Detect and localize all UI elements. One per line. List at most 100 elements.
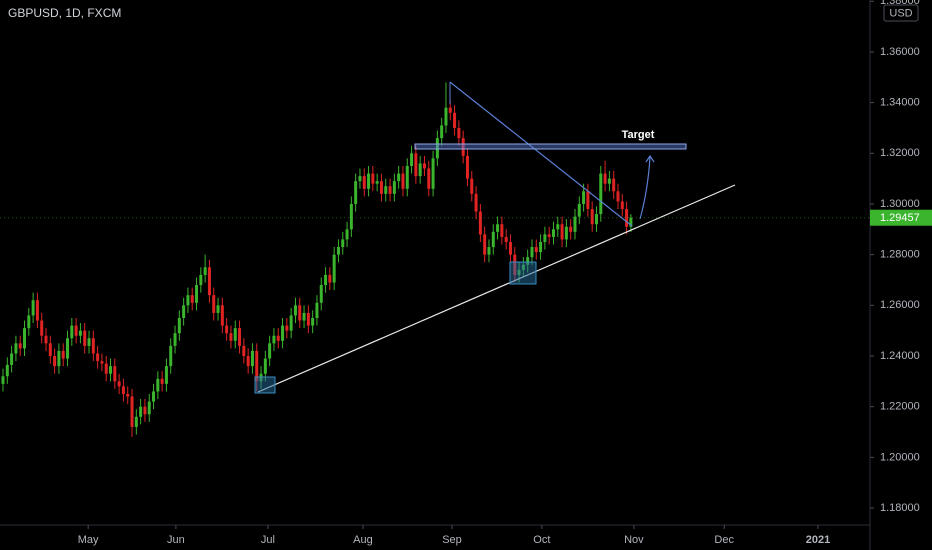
candle-body	[147, 401, 151, 415]
candle-body	[70, 325, 74, 339]
candle-body	[534, 247, 538, 253]
x-tick-label: Aug	[353, 534, 373, 546]
candle-body	[220, 305, 224, 326]
candle-body	[603, 173, 607, 184]
candle-body	[573, 216, 577, 232]
candle-body	[612, 178, 616, 192]
candle-body	[100, 361, 104, 364]
candle-body	[431, 158, 435, 189]
wedge-line	[449, 81, 633, 227]
candle-body	[18, 343, 22, 349]
candle-body	[272, 335, 276, 344]
candle-body	[190, 295, 194, 303]
candle-body	[263, 358, 267, 374]
candle-body	[594, 214, 598, 225]
candle-body	[199, 274, 203, 286]
candle-body	[375, 181, 379, 184]
y-tick-label: 1.22000	[880, 401, 920, 413]
x-tick-label: Jun	[167, 534, 185, 546]
candle-body	[358, 176, 362, 182]
candle-body	[332, 254, 336, 283]
candle-body	[255, 350, 259, 382]
candle-body	[371, 173, 375, 184]
candle-body	[328, 274, 332, 283]
candle-body	[238, 328, 242, 346]
candle-body	[242, 345, 246, 356]
x-tick-label: May	[78, 534, 99, 546]
projection-arrow	[639, 156, 651, 220]
candle-body	[57, 350, 61, 367]
y-tick-label: 1.28000	[880, 249, 920, 261]
y-tick-label: 1.26000	[880, 299, 920, 311]
currency-label: USD	[889, 7, 912, 19]
candle-body	[379, 181, 383, 194]
candle-body	[91, 338, 95, 354]
candle-body	[66, 338, 70, 359]
candles	[1, 82, 633, 438]
candle-body	[405, 165, 409, 189]
x-tick-label: Oct	[533, 534, 550, 546]
candle-body	[289, 315, 293, 331]
candle-body	[186, 295, 190, 306]
candle-body	[298, 305, 302, 321]
candle-body	[268, 343, 272, 359]
highlight-box	[254, 376, 276, 394]
candle-body	[156, 378, 160, 392]
candle-body	[629, 217, 633, 227]
candle-body	[61, 350, 65, 359]
candle-body	[229, 333, 233, 341]
candle-body	[401, 173, 405, 189]
y-tick-label: 1.38000	[880, 0, 920, 7]
candle-body	[10, 353, 14, 365]
candle-body	[448, 107, 452, 113]
candle-body	[117, 381, 121, 387]
candle-body	[195, 285, 199, 303]
target-label: Target	[622, 129, 655, 141]
candle-body	[491, 231, 495, 248]
candle-body	[607, 178, 611, 184]
x-tick-label: Jul	[261, 534, 275, 546]
candle-body	[182, 305, 186, 318]
candle-body	[551, 229, 555, 237]
candle-body	[306, 312, 310, 326]
candle-body	[543, 234, 547, 242]
arrow-head	[645, 154, 655, 163]
candle-body	[225, 325, 229, 334]
target-zone	[414, 143, 687, 150]
candle-body	[311, 317, 315, 326]
candle-body	[23, 328, 27, 349]
y-tick-label: 1.30000	[880, 198, 920, 210]
candle-body	[74, 325, 78, 336]
candle-body	[113, 366, 117, 382]
candle-body	[500, 224, 504, 237]
candle-body	[539, 241, 543, 253]
candle-body	[285, 325, 289, 331]
candle-body	[336, 247, 340, 255]
candle-body	[474, 193, 478, 212]
candle-body	[126, 394, 130, 397]
candle-body	[1, 376, 5, 384]
candle-body	[160, 378, 164, 384]
candle-body	[139, 406, 143, 417]
candle-body	[586, 191, 590, 210]
candle-body	[457, 127, 461, 139]
y-tick-label: 1.24000	[880, 350, 920, 362]
candle-body	[276, 335, 280, 341]
candle-body	[504, 236, 508, 242]
candle-body	[319, 285, 323, 303]
candle-body	[367, 173, 371, 189]
y-tick-label: 1.18000	[880, 502, 920, 514]
candle-body	[96, 353, 100, 362]
candle-body	[169, 345, 173, 367]
candle-body	[440, 125, 444, 139]
candle-body	[620, 201, 624, 210]
candle-body	[345, 229, 349, 240]
candle-body	[461, 138, 465, 156]
candle-body	[203, 267, 207, 275]
candle-body	[302, 312, 306, 321]
candle-body	[422, 163, 426, 169]
candle-body	[418, 163, 422, 177]
